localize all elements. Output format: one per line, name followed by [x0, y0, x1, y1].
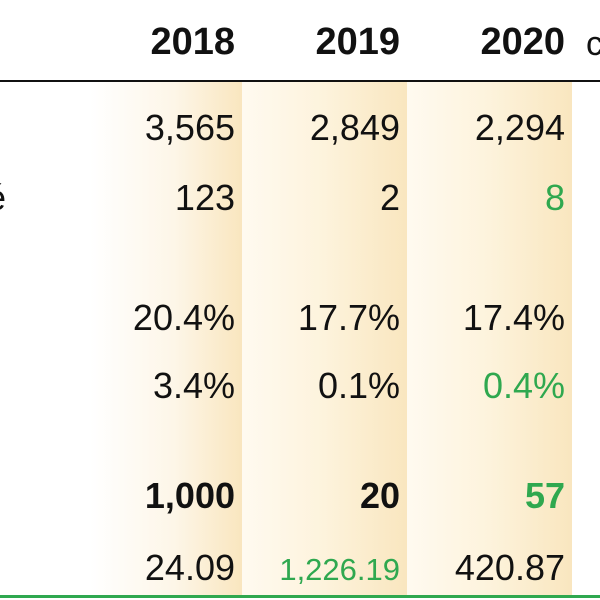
- header-year-2020[interactable]: 2020: [480, 21, 565, 63]
- column-shade-2019: [242, 82, 407, 598]
- cell-r1-2018[interactable]: 123: [174, 177, 235, 218]
- column-shade-2018: [90, 82, 242, 598]
- row-label-fragment: é: [0, 178, 26, 218]
- cell-r3-2020[interactable]: 0.4%: [482, 365, 565, 406]
- bottom-border: [0, 595, 600, 598]
- cell-r0-2019[interactable]: 2,849: [309, 107, 400, 148]
- header-divider: [0, 80, 600, 82]
- cell-r1-2019[interactable]: 2: [379, 177, 400, 218]
- header-year-2019[interactable]: 2019: [315, 21, 400, 63]
- cell-r1-2020[interactable]: 8: [544, 177, 565, 218]
- cell-r0-2018[interactable]: 3,565: [144, 107, 235, 148]
- header-year-2018[interactable]: 2018: [150, 21, 235, 63]
- header-cutoff-fragment: c: [586, 25, 600, 63]
- cell-r0-2020[interactable]: 2,294: [474, 107, 565, 148]
- cell-r4-2020[interactable]: 57: [524, 475, 565, 516]
- cell-r2-2019[interactable]: 17.7%: [297, 297, 400, 338]
- cell-r4-2019[interactable]: 20: [359, 475, 400, 516]
- cell-r2-2020[interactable]: 17.4%: [462, 297, 565, 338]
- cell-r5-2020[interactable]: 420.87: [454, 547, 565, 588]
- cell-r2-2018[interactable]: 20.4%: [132, 297, 235, 338]
- cell-r5-2019[interactable]: 1,226.19: [279, 552, 400, 587]
- cell-r3-2019[interactable]: 0.1%: [317, 365, 400, 406]
- cell-r5-2018[interactable]: 24.09: [144, 547, 235, 588]
- cell-r4-2018[interactable]: 1,000: [144, 475, 235, 516]
- column-shade-2020: [407, 82, 572, 598]
- cell-r3-2018[interactable]: 3.4%: [152, 365, 235, 406]
